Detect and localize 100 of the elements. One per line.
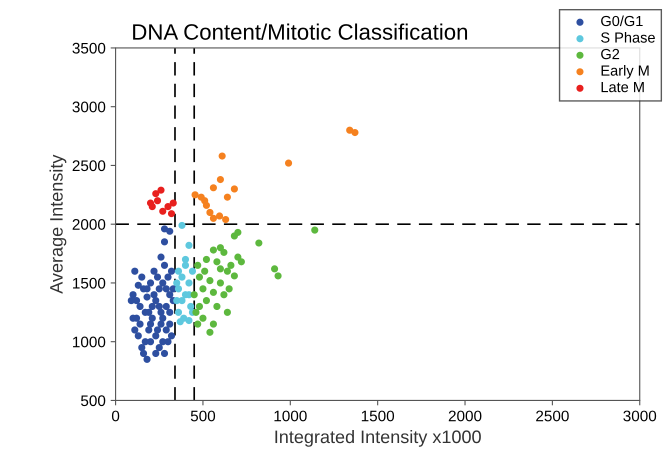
point — [152, 350, 160, 357]
point — [148, 302, 156, 310]
point — [206, 328, 214, 336]
point — [192, 308, 200, 316]
legend-label: Early M — [602, 65, 649, 79]
point — [178, 222, 186, 229]
y-axis-title: Average Intensity — [49, 154, 66, 294]
point — [143, 356, 151, 363]
point — [202, 256, 210, 263]
point — [162, 285, 170, 292]
point — [164, 203, 172, 210]
point — [185, 279, 193, 286]
point — [133, 297, 140, 304]
point — [174, 308, 182, 316]
point — [220, 248, 228, 256]
point — [230, 272, 238, 280]
point — [188, 268, 196, 275]
point — [187, 302, 194, 310]
point — [185, 317, 193, 324]
point — [160, 225, 168, 232]
legend-label: S Phase — [601, 32, 655, 43]
legend-label: G0/G1 — [601, 15, 643, 26]
point — [182, 256, 190, 263]
point — [174, 285, 182, 292]
point — [216, 176, 224, 184]
x-tick-label: 0 — [112, 410, 120, 422]
point — [173, 279, 180, 286]
point — [166, 291, 174, 298]
point — [168, 332, 176, 340]
point — [230, 185, 238, 192]
point — [166, 228, 174, 235]
point — [285, 160, 292, 167]
chart-title: DNA Content/Mitotic Classification — [133, 24, 468, 40]
point — [190, 291, 198, 298]
point — [159, 314, 166, 322]
point — [131, 326, 138, 334]
point — [216, 279, 224, 286]
point — [162, 326, 170, 334]
point — [154, 274, 162, 281]
point — [164, 338, 172, 346]
point — [234, 254, 242, 261]
point — [159, 208, 166, 215]
point — [202, 297, 210, 304]
point — [154, 326, 162, 334]
point — [216, 265, 224, 272]
point — [213, 258, 220, 266]
point — [154, 197, 162, 204]
point — [134, 332, 142, 340]
point — [146, 200, 154, 207]
point — [206, 208, 214, 216]
point — [146, 320, 154, 328]
point — [166, 320, 174, 328]
point — [143, 294, 151, 301]
point — [213, 302, 220, 310]
y-tick-label: 3500 — [72, 42, 106, 54]
point — [160, 262, 168, 269]
point — [206, 277, 214, 284]
point — [210, 246, 217, 254]
point — [201, 268, 208, 275]
point — [162, 302, 170, 310]
point — [174, 268, 182, 275]
point — [157, 320, 165, 328]
x-tick-label: 1000 — [274, 410, 307, 422]
point — [178, 274, 186, 281]
x-tick-label: 3000 — [623, 410, 656, 422]
point — [131, 268, 138, 275]
point — [159, 279, 166, 286]
y-tick-label: 2500 — [72, 160, 106, 172]
point — [271, 265, 278, 272]
point — [194, 320, 202, 328]
point — [150, 268, 158, 275]
legend-label: Late M — [602, 82, 644, 92]
point — [146, 279, 154, 286]
y-tick-label: 1000 — [73, 336, 106, 348]
point — [164, 274, 172, 281]
point — [311, 226, 318, 234]
point — [142, 338, 149, 346]
point — [210, 214, 217, 222]
y-tick-label: 2000 — [72, 219, 106, 230]
point — [224, 268, 231, 275]
point — [210, 288, 217, 296]
point — [220, 291, 228, 298]
point — [173, 297, 180, 304]
point — [196, 302, 203, 310]
point — [136, 320, 144, 328]
point — [226, 285, 233, 292]
point — [130, 291, 137, 298]
point — [196, 274, 203, 281]
point — [152, 332, 160, 340]
point — [227, 262, 234, 269]
x-tick-label: 1500 — [362, 410, 394, 422]
point — [138, 274, 146, 281]
point — [210, 184, 217, 192]
point — [216, 244, 224, 252]
legend-label: G2 — [601, 48, 620, 60]
point — [170, 200, 177, 207]
point — [168, 210, 176, 218]
point — [148, 314, 156, 322]
x-tick-label: 2000 — [448, 410, 482, 422]
point — [192, 191, 199, 198]
